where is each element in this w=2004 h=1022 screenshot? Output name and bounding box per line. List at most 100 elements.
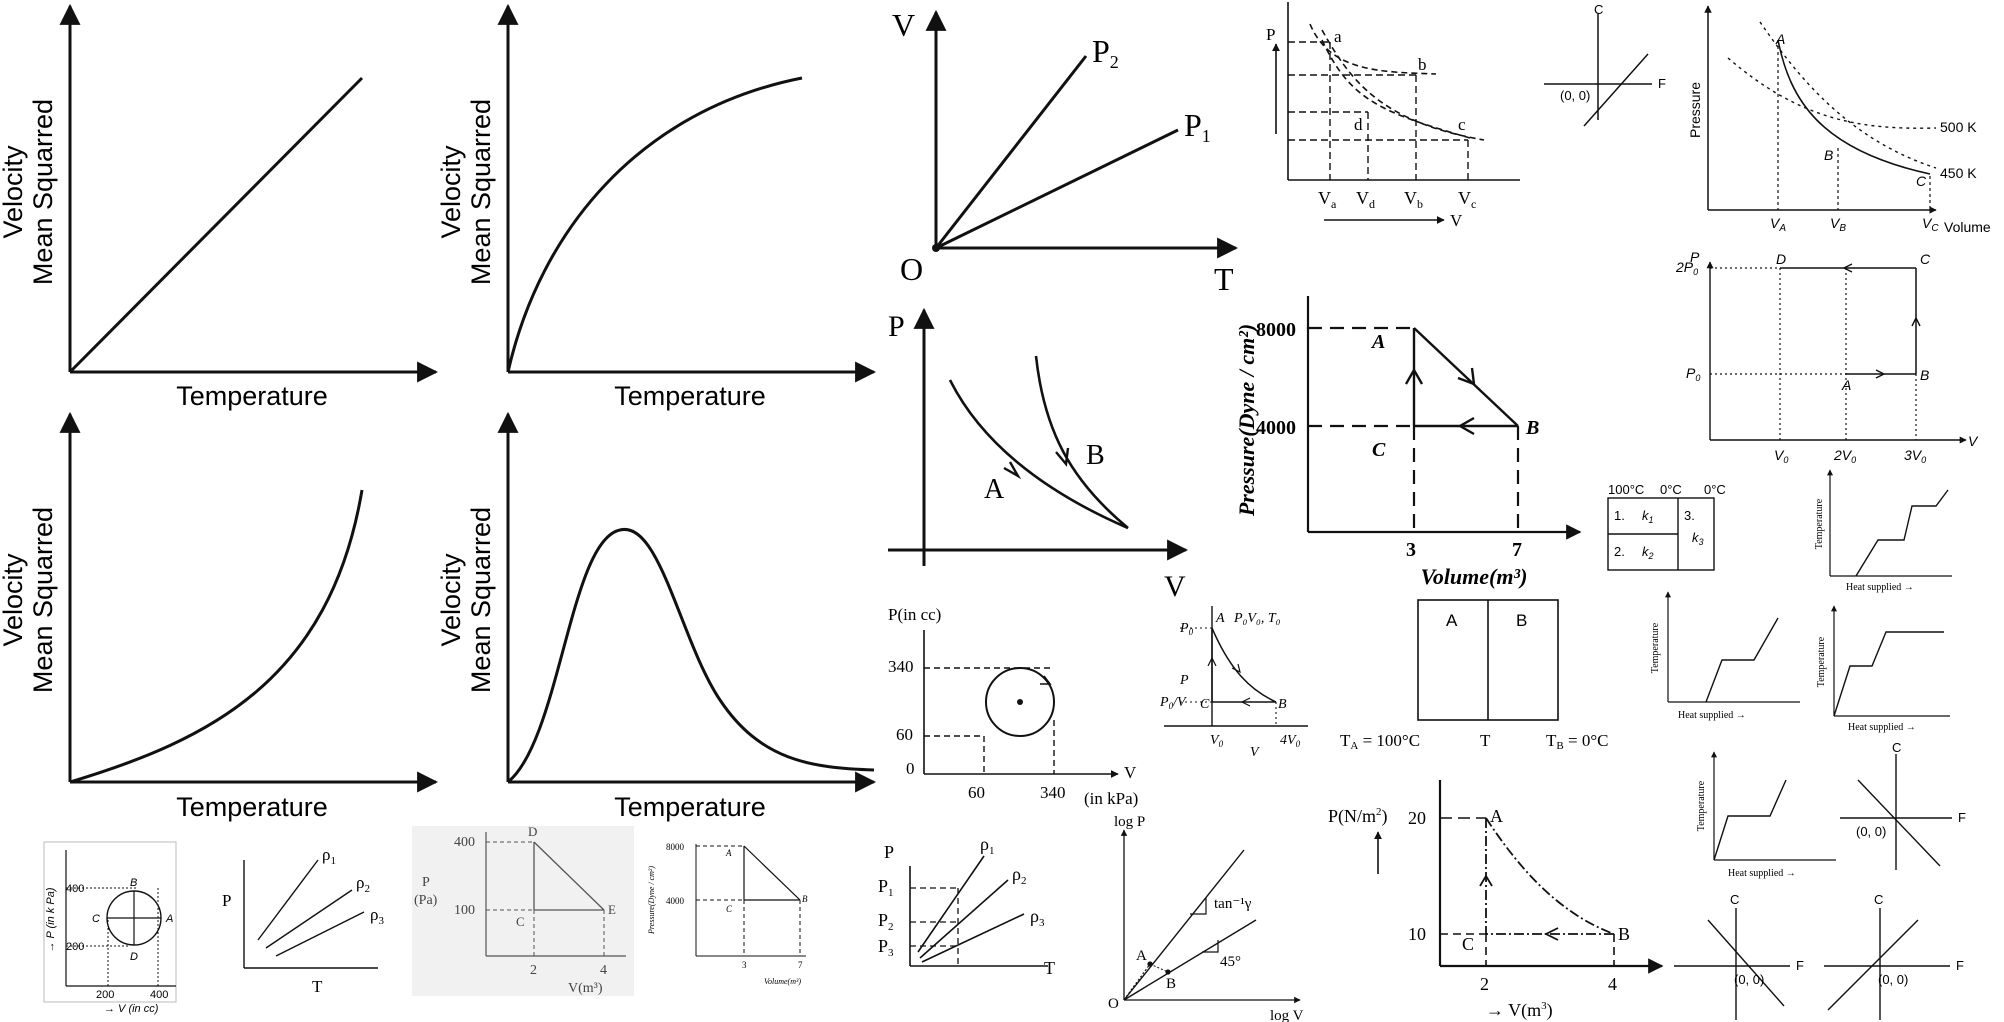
tick-v0: V0 [1774,447,1788,465]
axis-label-v: V [1124,763,1137,782]
tick-8000: 8000 [666,842,685,852]
curve-peak [508,529,874,782]
tick-0: 0 [906,759,915,778]
state-label: P₀V₀, T₀ [1233,611,1281,626]
tick-x-200: 200 [96,989,114,1001]
label-500k: 500 K [1940,119,1977,135]
x-label: Heat supplied → [1678,710,1746,721]
tick-400: 400 [454,835,475,850]
rho-small-graph: P T ρ1 ρ2 ρ3 [222,845,384,996]
origin-o: O [900,251,923,287]
row2-k: k2 [1642,544,1654,561]
pv-abcd-graph: P V a b c d Va Vd Vb Vc [1266,2,1520,230]
tick-100: 100 [454,903,475,918]
tick-x-400: 400 [150,989,168,1001]
x-label: Temperature [176,381,328,411]
point-a: A [1215,611,1225,626]
axis-p: P [888,310,905,343]
tick-va: Va [1318,188,1337,211]
header-100c: 100°C [1608,482,1644,497]
point-d: d [1354,115,1363,134]
cycle-2p0-graph: P V 2P0 P0 V0 2V0 3V0 A B C D [1675,249,1979,465]
pv-dyne-graph: Pressure(Dyne / cm²) Volume(m³) 8000 400… [1234,296,1580,589]
circle-cycle-cc: P(in cc) V (in kPa) 340 60 0 60 340 [888,605,1138,808]
label-a: A [1370,331,1385,353]
x-label: Heat supplied → [1848,722,1916,733]
label-c: C [1594,2,1603,17]
y-label: Temperature [1814,498,1825,549]
point-b: B [1278,697,1287,712]
x-label: Heat supplied → [1846,582,1914,593]
circle-cycle-kpa: → P (in k Pa) → V (in cc) 400 200 200 40… [44,842,176,1015]
heat-graph-4: Temperature Heat supplied → [1696,752,1836,879]
point-d: D [528,824,537,839]
tick-2: 2 [530,963,537,978]
label-45: 45° [1220,954,1241,970]
label-p2: P2 [1092,33,1119,72]
label-gamma: tan⁻¹γ [1214,896,1252,912]
two-box-diagram: A B TA = 100°C T TB = 0°C [1340,600,1608,752]
temp-t: T [1480,731,1491,750]
tick-4: 4 [600,963,607,978]
axis-t: T [1044,958,1055,978]
velocity-panel-peak: Mean Squarred Velocity Temperature [436,414,874,822]
axis-p: P [1266,25,1275,44]
row2-num: 2. [1614,544,1625,559]
row1-k: k1 [1642,508,1654,525]
axis-p: P [1179,673,1189,688]
axis-t: T [1214,261,1234,297]
origin: (0, 0) [1878,972,1908,987]
row3-k: k3 [1692,530,1704,547]
heat-graph-2: Temperature Heat supplied → [1650,592,1800,721]
y-label-line2: Velocity [0,145,28,239]
axis-v: → V (in cc) [104,1003,159,1015]
tick-7: 7 [1512,539,1522,561]
label-rho1: ρ1 [980,834,994,857]
label-f: F [1956,958,1964,973]
y-label-line1: Mean Squarred [466,507,496,693]
curve-linear [70,78,362,372]
axis-v: V [1250,745,1260,760]
axis-p: P(N/m2) [1328,806,1388,827]
origin: (0, 0) [1856,824,1886,839]
point-a: A [725,848,732,858]
tick-340: 340 [888,657,914,676]
tick-p3: P3 [878,936,894,959]
vt-graph: V T O P2 P1 [892,7,1236,297]
label-f: F [1796,958,1804,973]
cycle-p0v0-graph: A B C P₀V₀, T₀ P0 P P0/V V0 4V0 V [1159,606,1308,760]
box-b: B [1516,611,1527,630]
temp-b: TB = 0°C [1546,731,1608,752]
point-b: B [1824,147,1833,163]
pa-cycle-graph: P (Pa) 400 100 2 4 V(m³) C D E [412,824,634,996]
axis-pressure: Pressure(Dyne / cm²) [647,866,656,935]
point-a: a [1334,27,1342,46]
point-a: A [165,913,173,925]
tick-p0: P0 [1179,621,1194,637]
axis-label-p: P(in cc) [888,605,941,624]
point-c: C [516,914,525,929]
tick-va: VA [1770,215,1786,234]
isotherm-graph: Pressure Volume A B C 500 K 450 K VA VB … [1687,6,1991,235]
label-rho1: ρ1 [322,845,336,867]
tick-2: 2 [1480,974,1489,994]
label-450k: 450 K [1940,165,1977,181]
axis-v: V [1164,570,1186,603]
label-c: C [1892,740,1901,755]
axis-unit: (in kPa) [1084,789,1138,808]
axis-p: P [222,891,231,910]
heat-graph-1: Temperature Heat supplied → [1814,470,1952,593]
tick-vb: VB [1830,215,1846,234]
point-b: B [130,877,137,889]
curve-concave [508,78,802,372]
curve-convex [70,490,362,782]
label-f: F [1958,810,1966,825]
origin-o: O [1108,996,1119,1012]
tick-4000: 4000 [1256,417,1296,439]
label-rho3: ρ3 [1030,906,1045,929]
axis-v: V [1450,211,1463,230]
temp-a: TA = 100°C [1340,731,1420,752]
y-label-line2: Velocity [0,553,28,647]
label-a: A [984,474,1005,505]
